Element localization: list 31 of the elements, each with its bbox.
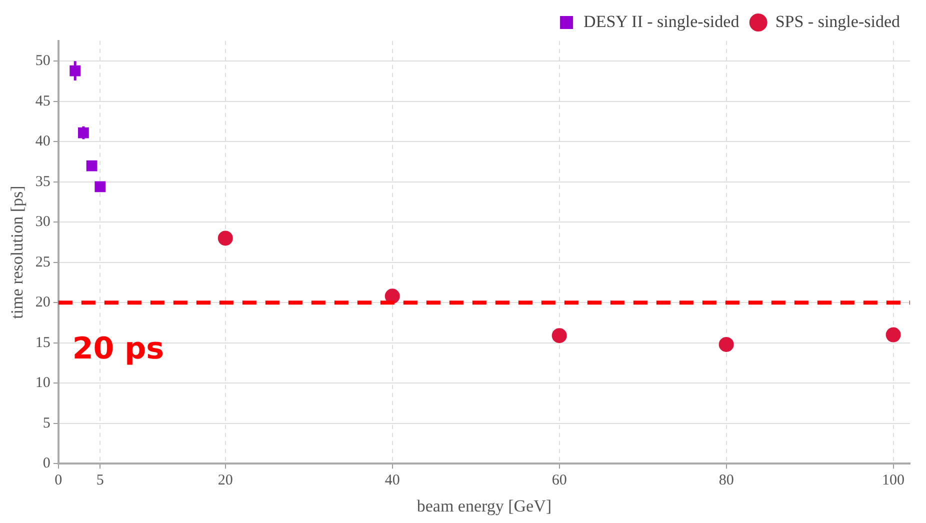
- x-tick-label: 100: [882, 472, 905, 489]
- point: [78, 127, 89, 138]
- point: [718, 336, 734, 352]
- y-tick-label: 40: [35, 134, 50, 150]
- ref-line-label: 20 ps: [72, 331, 164, 366]
- y-tick-label: 25: [35, 254, 50, 270]
- y-tick-label: 10: [35, 375, 50, 392]
- x-tick-label: 60: [552, 472, 567, 489]
- y-tick-label: 35: [35, 174, 50, 190]
- y-tick-label: 15: [35, 334, 50, 351]
- point: [70, 65, 81, 76]
- y-tick-label: 50: [35, 53, 50, 70]
- y-tick-label: 0: [42, 456, 50, 472]
- point: [86, 160, 98, 172]
- y-tick-label: 5: [42, 415, 50, 432]
- point: [886, 327, 901, 342]
- x-tick-label: 5: [96, 472, 104, 489]
- x-tick-label: 0: [54, 472, 62, 489]
- y-axis-title: time resolution [ps]: [8, 186, 27, 319]
- x-axis-title: beam energy [GeV]: [416, 496, 552, 516]
- x-tick-label: 40: [384, 472, 400, 489]
- point: [552, 328, 567, 344]
- x-tick-label: 20: [218, 472, 233, 489]
- x-tick-label: 80: [718, 472, 734, 489]
- y-tick-label: 45: [35, 93, 50, 110]
- point: [94, 181, 106, 192]
- y-tick-label: 20: [35, 294, 50, 311]
- y-tick-label: 30: [35, 214, 50, 230]
- legend-label: DESY II - single-sided: [584, 12, 740, 31]
- legend-label: SPS - single-sided: [775, 12, 900, 31]
- point: [218, 230, 233, 246]
